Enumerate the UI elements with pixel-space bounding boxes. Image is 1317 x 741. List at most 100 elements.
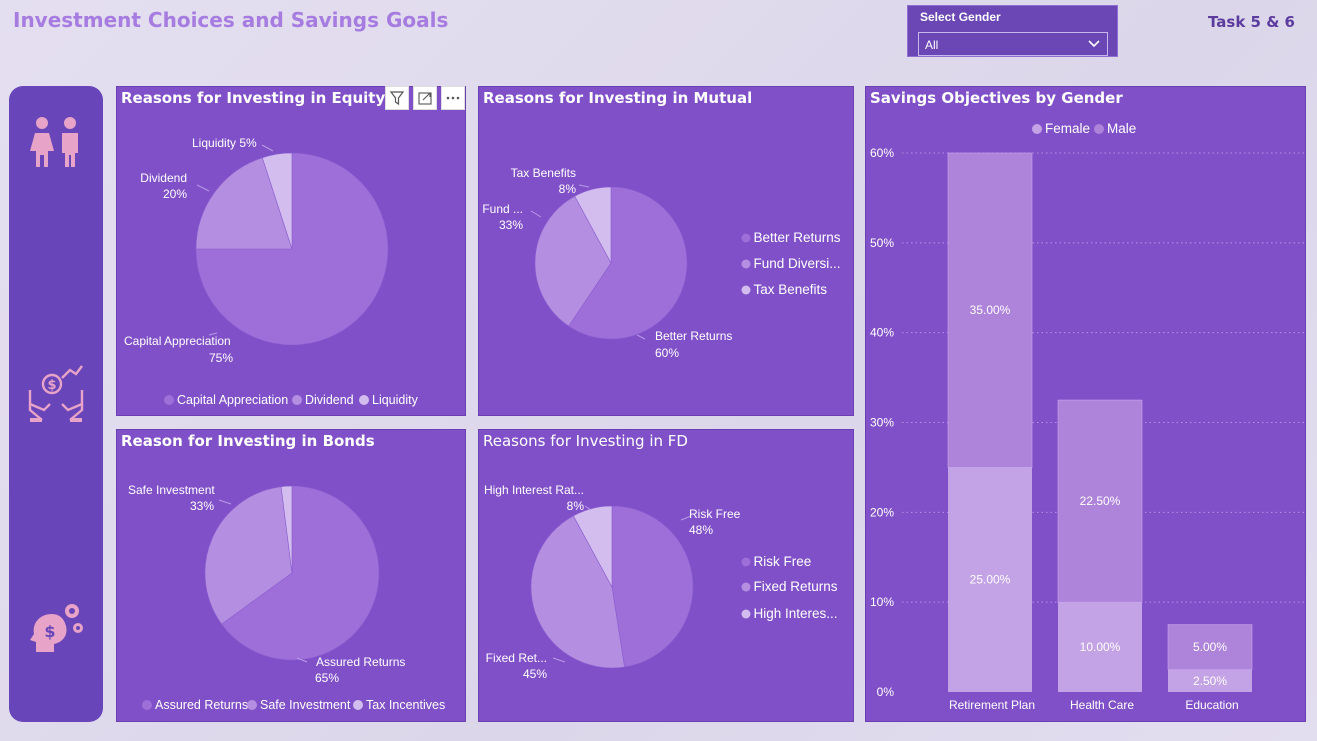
pie-slice-high-interest-rates[interactable] [572,505,613,588]
svg-text:$: $ [44,622,55,641]
equity-pie-chart: Capital Appreciation 75% Dividend 20% Liquid… [124,136,419,407]
page-title: Investment Choices and Savings Goals [13,8,449,32]
legend-item-label: Fund Diversi... [754,256,841,271]
label-leader-line [530,210,542,218]
pie-slice-fixed-returns[interactable] [530,515,625,669]
data-label-name: Better Returns [655,329,732,343]
bar-segment[interactable] [1167,624,1253,670]
bar-segment[interactable] [1058,602,1142,692]
pie-slice-capital-appreciation[interactable] [195,152,389,346]
data-label-value: 60% [655,346,679,360]
data-label-value: 33% [190,499,214,513]
gender-dropdown-value: All [925,38,939,52]
investment-hands-icon[interactable]: $ [26,364,86,424]
legend-item-label: Tax Benefits [754,282,828,297]
y-tick-label: 10% [870,595,894,609]
y-tick-label: 50% [870,236,894,250]
label-leader-line [208,332,218,336]
equity-chart-title: Reasons for Investing in Equity [121,89,386,107]
legend-item-label: Liquidity [372,393,419,407]
legend-marker [741,582,751,592]
bonds-pie-chart: Assured Returns 65% Safe Investment 33% Assu… [128,483,445,712]
pie-slice-risk-free[interactable] [611,505,694,668]
navigation-panel: $ $ [9,86,103,722]
fd-pie-chart: Risk Free 48% Fixed Ret... 45% High Interest… [484,483,838,681]
savings-chart-title: Savings Objectives by Gender [870,89,1123,107]
legend-item-label: Better Returns [754,230,841,245]
legend-item-label: Capital Appreciation [177,393,288,407]
legend-marker [741,259,751,269]
label-leader-line [218,499,232,505]
gender-icon[interactable] [26,111,86,171]
label-leader-line [578,184,590,188]
x-tick-label: Retirement Plan [949,698,1035,712]
bar-segment[interactable] [948,467,1032,692]
y-tick-label: 20% [870,505,894,519]
bar-segment[interactable] [947,152,1033,468]
data-label-value: 75% [209,351,233,365]
legend-item-label: Tax Incentives [366,698,445,712]
data-label-name: Assured Returns [316,655,405,669]
data-label-value: 45% [523,667,547,681]
mutual-chart-card[interactable]: Reasons for Investing in Mutual Better R… [478,86,854,416]
label-leader-line [680,515,692,521]
bar-segment[interactable] [1057,399,1143,603]
legend-item-label: Risk Free [754,554,812,569]
bonds-chart-title: Reason for Investing in Bonds [121,432,375,450]
label-leader-line [584,505,592,511]
gender-dropdown[interactable]: All [918,32,1108,56]
legend-marker [1032,124,1042,134]
bonds-chart-card[interactable]: Reason for Investing in Bonds Assured Re… [116,429,466,722]
pie-slice-dividend[interactable] [195,157,293,250]
data-label-value: 20% [163,187,187,201]
legend-item-label: Female [1045,121,1090,136]
fd-chart-card[interactable]: Reasons for Investing in FD Risk Free 48%… [478,429,854,722]
legend-item-label: High Interes... [754,606,838,621]
legend-marker [353,700,363,710]
legend-marker [741,233,751,243]
pie-slice-liquidity[interactable] [261,152,293,250]
data-label-name: Tax Benefits [511,166,576,180]
data-label-value: 33% [499,218,523,232]
equity-chart-card[interactable]: Reasons for Investing in Equity Capital … [116,86,466,416]
legend-marker [741,557,751,567]
y-tick-label: 40% [870,326,894,340]
data-label-name: High Interest Rat... [484,483,584,497]
y-tick-label: 60% [870,146,894,160]
pie-slice-tax-incentives[interactable] [280,485,293,574]
pie-slice-better-returns[interactable] [568,186,688,340]
task-label: Task 5 & 6 [1208,13,1295,31]
bar-data-label: 2.50% [1193,674,1227,688]
bar-data-label: 22.50% [1080,494,1121,508]
legend-item-label: Dividend [305,393,354,407]
filter-icon [389,91,405,106]
pie-slice-assured-returns[interactable] [221,485,380,661]
focus-mode-icon [418,92,432,105]
filter-button[interactable] [385,86,409,110]
pie-slice-safe-investment[interactable] [204,486,293,625]
x-tick-label: Education [1185,698,1238,712]
visual-toolbar [385,86,465,110]
y-tick-label: 0% [877,685,895,699]
bar-data-label: 25.00% [970,573,1011,587]
more-options-button[interactable] [441,86,465,110]
bar-data-label: 10.00% [1080,640,1121,654]
y-tick-label: 30% [870,416,894,430]
pie-slice-tax-benefits[interactable] [574,186,612,264]
label-leader-line [296,657,308,663]
bar-segment[interactable] [1168,669,1252,692]
slicer-title: Select Gender [920,10,1001,24]
legend-marker [741,285,751,295]
focus-mode-button[interactable] [413,86,437,110]
svg-text:$: $ [47,378,56,393]
data-label-name: Safe Investment [128,483,215,497]
bar-data-label: 35.00% [970,303,1011,317]
chevron-down-icon [1088,40,1100,48]
legend-marker [359,395,369,405]
legend-marker [164,395,174,405]
legend-item-label: Fixed Returns [754,579,838,594]
financial-mind-icon[interactable]: $ [26,598,86,658]
legend-marker [142,700,152,710]
savings-chart-card[interactable]: Savings Objectives by Gender 0% 10% 20% 30%… [865,86,1306,722]
x-tick-label: Health Care [1070,698,1134,712]
